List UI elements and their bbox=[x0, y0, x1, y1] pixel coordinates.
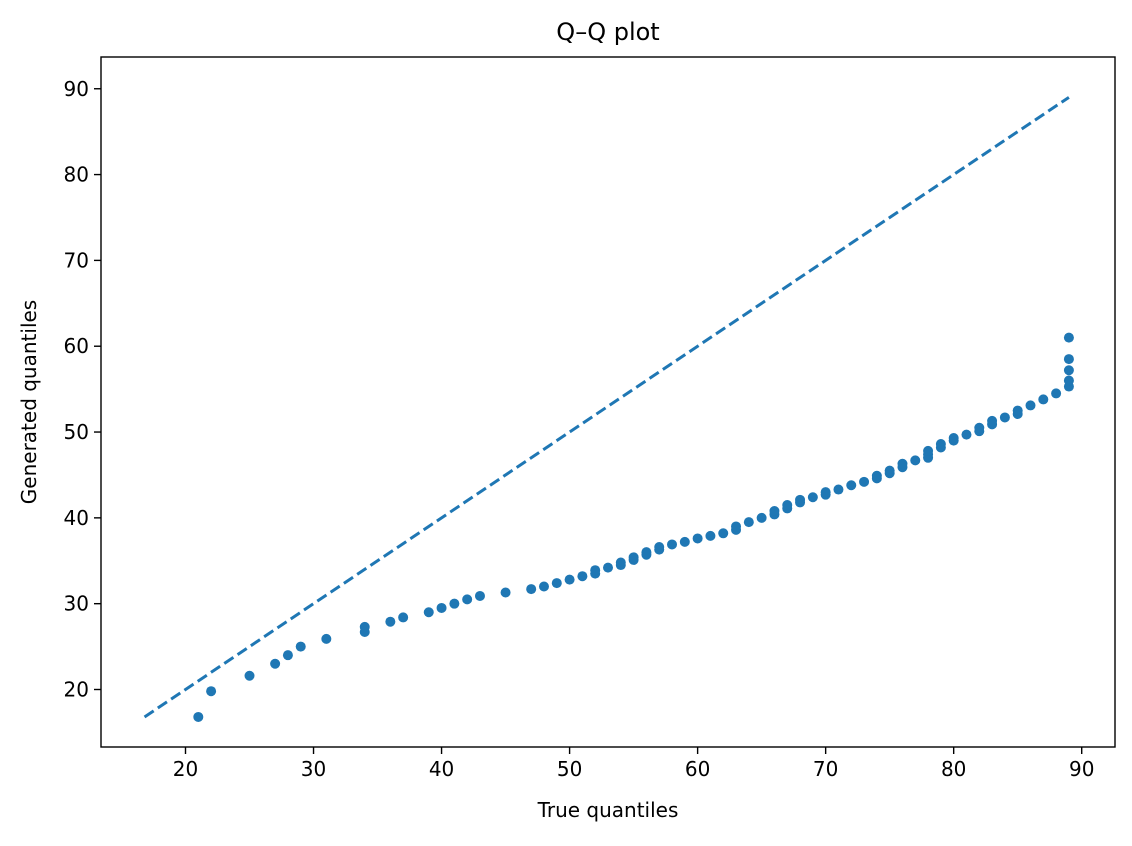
reference-line-layer bbox=[143, 96, 1070, 719]
data-point bbox=[641, 547, 652, 558]
y-tick-label: 90 bbox=[64, 77, 89, 101]
data-point bbox=[615, 557, 626, 568]
data-point bbox=[462, 594, 473, 605]
x-tick-label: 30 bbox=[301, 757, 326, 781]
data-point bbox=[820, 487, 831, 498]
data-point bbox=[590, 565, 601, 576]
chart-title: Q–Q plot bbox=[556, 18, 659, 46]
data-point bbox=[1038, 394, 1049, 405]
data-point bbox=[948, 433, 959, 444]
data-points-layer bbox=[193, 332, 1074, 722]
data-point bbox=[206, 686, 217, 697]
data-point bbox=[897, 458, 908, 469]
data-point bbox=[718, 528, 729, 539]
data-point bbox=[859, 476, 870, 487]
data-point bbox=[910, 455, 921, 466]
data-point bbox=[193, 711, 204, 722]
y-tick-label: 50 bbox=[64, 420, 89, 444]
x-tick-label: 20 bbox=[173, 757, 198, 781]
y-tick-label: 80 bbox=[64, 163, 89, 187]
data-point bbox=[705, 530, 716, 541]
x-axis: 20 30 40 50 60 70 80 90 bbox=[173, 747, 1094, 781]
data-point bbox=[743, 517, 754, 528]
data-point bbox=[436, 602, 447, 613]
data-point bbox=[884, 465, 895, 476]
data-point bbox=[654, 542, 665, 553]
data-point bbox=[526, 584, 537, 595]
data-point bbox=[474, 590, 485, 601]
data-point bbox=[577, 571, 588, 582]
data-point bbox=[667, 539, 678, 550]
data-point bbox=[282, 650, 293, 661]
data-point bbox=[449, 598, 460, 609]
data-point bbox=[974, 422, 985, 433]
y-tick-label: 30 bbox=[64, 592, 89, 616]
data-point bbox=[769, 505, 780, 516]
data-point bbox=[1025, 400, 1036, 411]
data-point bbox=[564, 574, 575, 585]
x-tick-label: 60 bbox=[685, 757, 710, 781]
data-point bbox=[961, 429, 972, 440]
data-point bbox=[500, 587, 511, 598]
data-point bbox=[731, 521, 742, 532]
x-tick-label: 50 bbox=[557, 757, 582, 781]
data-point bbox=[679, 536, 690, 547]
data-point bbox=[846, 480, 857, 491]
plot-area-frame bbox=[100, 56, 1116, 748]
reference-line bbox=[143, 96, 1070, 719]
data-point bbox=[295, 641, 306, 652]
x-tick-label: 80 bbox=[941, 757, 966, 781]
data-point bbox=[398, 612, 409, 623]
data-point bbox=[923, 445, 934, 456]
data-point bbox=[1063, 365, 1074, 376]
data-point bbox=[385, 616, 396, 627]
x-tick-label: 90 bbox=[1069, 757, 1094, 781]
data-point bbox=[871, 470, 882, 481]
data-point bbox=[1063, 332, 1074, 343]
y-tick-label: 60 bbox=[64, 334, 89, 358]
data-point bbox=[538, 581, 549, 592]
data-point bbox=[1063, 375, 1074, 386]
data-point bbox=[692, 533, 703, 544]
data-point bbox=[1012, 405, 1023, 416]
data-point bbox=[1063, 354, 1074, 365]
data-point bbox=[551, 578, 562, 589]
data-point bbox=[359, 621, 370, 632]
data-point bbox=[935, 439, 946, 450]
data-point bbox=[1051, 388, 1062, 399]
data-point bbox=[270, 658, 281, 669]
data-point bbox=[987, 415, 998, 426]
data-point bbox=[782, 499, 793, 510]
data-point bbox=[321, 633, 332, 644]
data-point bbox=[423, 607, 434, 618]
y-tick-label: 70 bbox=[64, 248, 89, 272]
x-tick-label: 40 bbox=[429, 757, 454, 781]
data-point bbox=[603, 562, 613, 573]
data-point bbox=[795, 494, 806, 505]
data-point bbox=[628, 552, 639, 563]
y-axis: 20 30 40 50 60 70 80 90 bbox=[64, 77, 101, 702]
data-point bbox=[833, 484, 844, 495]
x-tick-label: 70 bbox=[813, 757, 838, 781]
y-tick-label: 20 bbox=[64, 678, 89, 702]
x-axis-label: True quantiles bbox=[537, 798, 679, 822]
y-tick-label: 40 bbox=[64, 506, 89, 530]
y-axis-label: Generated quantiles bbox=[17, 300, 41, 504]
data-point bbox=[999, 412, 1010, 423]
data-point bbox=[244, 670, 255, 681]
data-point bbox=[807, 492, 818, 503]
data-point bbox=[756, 512, 767, 523]
